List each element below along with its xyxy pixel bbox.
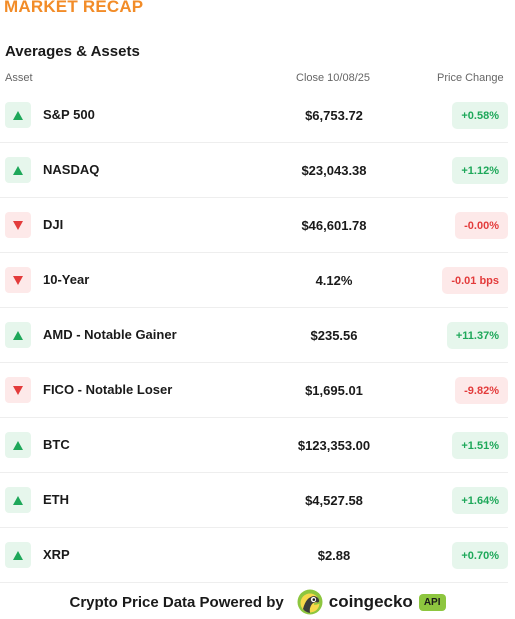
arrow-down-icon <box>13 275 23 285</box>
price-change-badge: +0.58% <box>452 102 508 129</box>
table-row-1: S&P 500 $6,753.72 +0.58% <box>0 88 508 143</box>
asset-name: DJI <box>43 217 64 232</box>
direction-badge <box>5 102 31 128</box>
price-change-badge: +1.64% <box>452 487 508 514</box>
arrow-down-icon <box>13 220 23 230</box>
price-change-badge: +11.37% <box>446 322 508 349</box>
direction-badge <box>5 212 31 238</box>
market-recap-title: MARKET RECAP <box>4 0 144 16</box>
coingecko-logo-icon <box>297 589 323 615</box>
asset-name: AMD - Notable Gainer <box>43 327 177 342</box>
direction-badge <box>5 432 31 458</box>
price-change-badge: -0.01 bps <box>442 267 508 294</box>
close-price: $46,601.78 <box>301 218 367 233</box>
footer-powered-by-text: Crypto Price Data Powered by <box>69 593 284 611</box>
table-row-7: BTC $123,353.00 +1.51% <box>0 418 508 473</box>
asset-name: ETH <box>43 492 69 507</box>
asset-name: NASDAQ <box>43 162 100 177</box>
arrow-up-icon <box>13 330 23 340</box>
arrow-down-icon <box>13 385 23 395</box>
arrow-up-icon <box>13 165 23 175</box>
footer: Crypto Price Data Powered by coingecko A… <box>0 585 515 619</box>
table-row-9: XRP $2.88 +0.70% <box>0 528 508 583</box>
price-change-badge: +0.70% <box>452 542 508 569</box>
close-price: $2.88 <box>317 548 351 563</box>
asset-name: XRP <box>43 547 70 562</box>
price-change-badge: +1.12% <box>452 157 508 184</box>
close-price: 4.12% <box>315 273 353 288</box>
column-header-price-change: Price Change <box>437 72 504 84</box>
api-badge: API <box>418 593 446 611</box>
price-change-badge: -0.00% <box>455 212 508 239</box>
coingecko-brand-name: coingecko <box>328 592 413 611</box>
table-row-8: ETH $4,527.58 +1.64% <box>0 473 508 528</box>
direction-badge <box>5 267 31 293</box>
direction-badge <box>5 157 31 183</box>
direction-badge <box>5 377 31 403</box>
close-price: $235.56 <box>310 328 358 343</box>
table-row-6: FICO - Notable Loser $1,695.01 -9.82% <box>0 363 508 418</box>
direction-badge <box>5 542 31 568</box>
table-row-5: AMD - Notable Gainer $235.56 +11.37% <box>0 308 508 363</box>
section-title: Averages & Assets <box>5 43 140 60</box>
close-price: $6,753.72 <box>305 108 363 123</box>
direction-badge <box>5 487 31 513</box>
close-price: $4,527.58 <box>305 493 363 508</box>
column-header-asset: Asset <box>5 72 33 84</box>
table-row-3: DJI $46,601.78 -0.00% <box>0 198 508 253</box>
arrow-up-icon <box>13 440 23 450</box>
table-row-2: NASDAQ $23,043.38 +1.12% <box>0 143 508 198</box>
arrow-up-icon <box>13 110 23 120</box>
asset-name: 10-Year <box>43 272 90 287</box>
arrow-up-icon <box>13 495 23 505</box>
close-price: $1,695.01 <box>305 383 363 398</box>
column-header-close: Close 10/08/25 <box>296 72 370 84</box>
arrow-up-icon <box>13 550 23 560</box>
close-price: $23,043.38 <box>301 163 367 178</box>
price-change-badge: -9.82% <box>455 377 508 404</box>
close-price: $123,353.00 <box>297 438 371 453</box>
direction-badge <box>5 322 31 348</box>
price-change-badge: +1.51% <box>452 432 508 459</box>
table-row-4: 10-Year 4.12% -0.01 bps <box>0 253 508 308</box>
asset-table: S&P 500 $6,753.72 +0.58% NASDAQ $23,043.… <box>0 88 512 583</box>
asset-name: FICO - Notable Loser <box>43 382 173 397</box>
asset-name: S&P 500 <box>43 107 95 122</box>
asset-name: BTC <box>43 437 70 452</box>
